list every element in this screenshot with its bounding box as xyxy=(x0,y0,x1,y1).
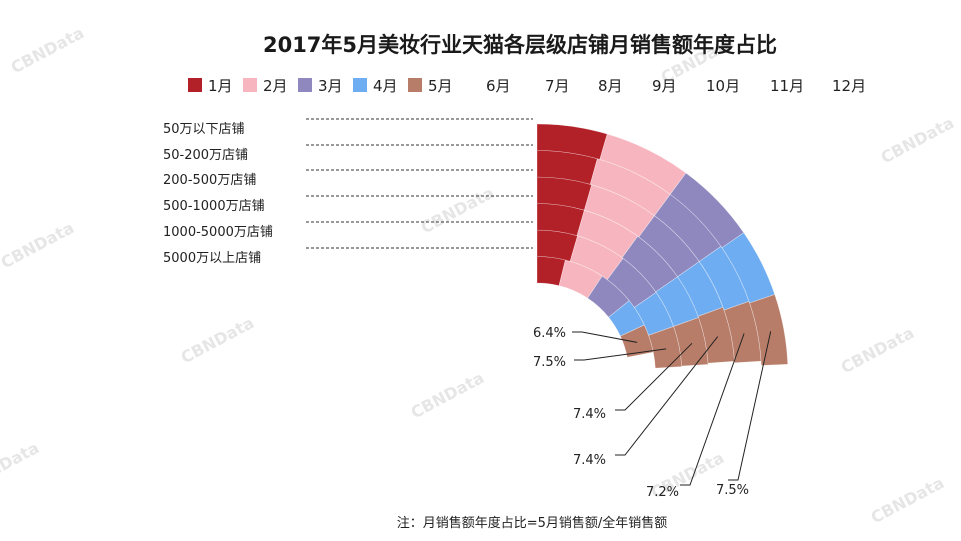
legend-label-8: 8月 xyxy=(598,77,623,95)
watermark-1: CBNData xyxy=(178,313,257,367)
data-label-6: 7.5% xyxy=(716,483,749,498)
legend-label-7: 7月 xyxy=(545,77,570,95)
watermark-text: CBNData xyxy=(868,473,947,527)
data-label-line-4 xyxy=(615,336,719,456)
watermark-2: CBNData xyxy=(0,218,77,272)
data-label-line-2 xyxy=(574,348,667,361)
watermark-text: CBNData xyxy=(8,23,87,77)
legend-swatch-2 xyxy=(243,78,257,92)
legend-label-9: 9月 xyxy=(652,77,677,95)
legend-label-6: 6月 xyxy=(486,77,511,95)
chart-title: 2017年5月美妆行业天猫各层级店铺月销售额年度占比 xyxy=(263,33,777,57)
watermark-text: CBNData xyxy=(178,313,257,367)
data-label-2: 7.5% xyxy=(533,355,566,370)
legend-label-12: 12月 xyxy=(832,77,866,95)
watermark-10: CBNData xyxy=(0,438,42,492)
legend-swatch-1 xyxy=(188,78,202,92)
footnote: 注：月销售额年度占比=5月销售额/全年销售额 xyxy=(397,515,668,531)
watermark-text: CBNData xyxy=(418,183,497,237)
legend-label-4: 4月 xyxy=(373,77,398,95)
tier-label-6: 5000万以上店铺 xyxy=(163,251,261,266)
legend-label-10: 10月 xyxy=(706,77,740,95)
polar-bars xyxy=(536,123,789,369)
legend-swatch-4 xyxy=(353,78,367,92)
legend: 1月 2月 3月 4月 5月 6月 7月 8月 9月 10月 11月 12月 xyxy=(188,77,866,95)
data-label-line-3 xyxy=(615,342,693,411)
legend-label-1: 1月 xyxy=(208,77,233,95)
watermark-text: CBNData xyxy=(0,438,42,492)
tier-label-1: 50万以下店铺 xyxy=(163,122,245,137)
legend-label-2: 2月 xyxy=(263,77,288,95)
data-labels: 6.4% 7.5% 7.4% 7.4% 7.2% 7.5% xyxy=(533,326,772,500)
watermark-text: CBNData xyxy=(408,368,487,422)
watermark-layer: CBNData CBNData CBNData CBNData CBNData CBNDa… xyxy=(0,23,957,527)
tier-label-2: 50-200万店铺 xyxy=(163,148,248,163)
data-label-1: 6.4% xyxy=(533,326,566,341)
data-label-line-6 xyxy=(728,331,772,481)
legend-swatch-3 xyxy=(298,78,312,92)
tier-label-5: 1000-5000万店铺 xyxy=(163,225,273,240)
data-label-3: 7.4% xyxy=(573,407,606,422)
data-label-4: 7.4% xyxy=(573,453,606,468)
bar-5-6 xyxy=(749,294,789,366)
tier-labels: 50万以下店铺 50-200万店铺 200-500万店铺 500-1000万店铺 100… xyxy=(163,118,533,266)
watermark-8: CBNData xyxy=(868,473,947,527)
watermark-7: CBNData xyxy=(838,323,917,377)
tier-label-3: 200-500万店铺 xyxy=(163,173,256,188)
watermark-0: CBNData xyxy=(8,23,87,77)
watermark-4: CBNData xyxy=(418,183,497,237)
legend-label-3: 3月 xyxy=(318,77,343,95)
legend-label-11: 11月 xyxy=(770,77,804,95)
watermark-text: CBNData xyxy=(0,218,77,272)
legend-label-5: 5月 xyxy=(428,77,453,95)
legend-swatch-5 xyxy=(408,78,422,92)
data-label-5: 7.2% xyxy=(646,485,679,500)
watermark-6: CBNData xyxy=(878,113,957,167)
data-label-line-1 xyxy=(572,331,638,343)
watermark-text: CBNData xyxy=(838,323,917,377)
data-label-line-5 xyxy=(680,333,745,486)
watermark-3: CBNData xyxy=(408,368,487,422)
watermark-text: CBNData xyxy=(878,113,957,167)
tier-label-4: 500-1000万店铺 xyxy=(163,199,265,214)
